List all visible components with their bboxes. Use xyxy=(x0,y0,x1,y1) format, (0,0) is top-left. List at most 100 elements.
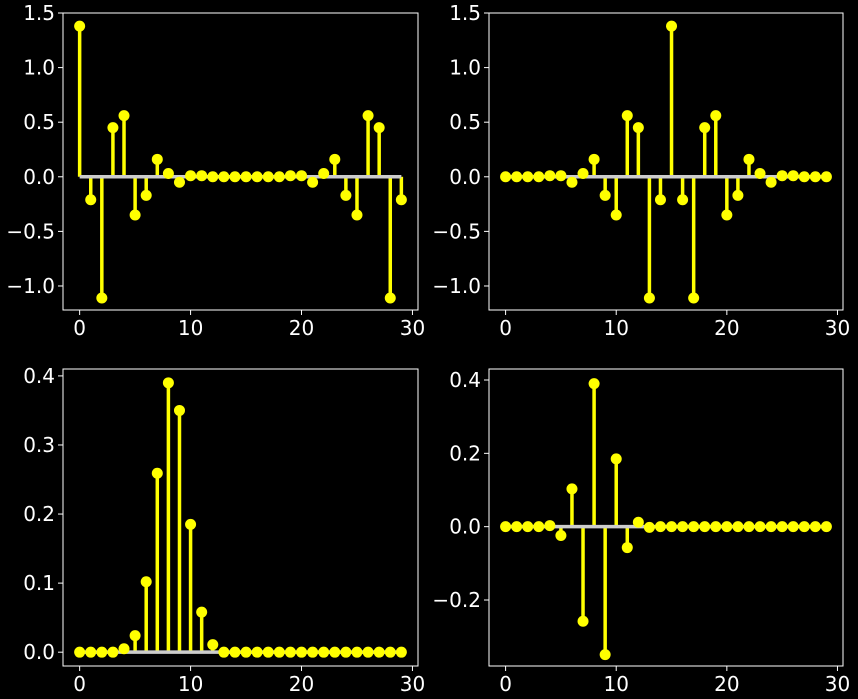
stem-marker xyxy=(107,122,119,134)
stem-marker xyxy=(599,189,611,201)
stem-marker xyxy=(820,521,832,533)
stem-marker xyxy=(666,20,678,32)
stem-marker xyxy=(621,542,633,554)
stem-marker xyxy=(196,606,208,618)
stem-marker xyxy=(765,176,777,188)
stem-marker xyxy=(732,189,744,201)
y-tick-label: 0.3 xyxy=(23,433,55,457)
x-tick-label: 30 xyxy=(825,672,850,696)
stem-marker xyxy=(544,170,556,182)
stem-marker xyxy=(500,171,512,183)
y-tick-label: 1.0 xyxy=(449,56,481,80)
x-tick-label: 20 xyxy=(714,316,739,340)
x-tick-label: 20 xyxy=(289,672,314,696)
y-tick-label: 0.0 xyxy=(449,515,481,539)
stem-marker xyxy=(273,646,285,658)
stem-marker xyxy=(340,189,352,201)
subplot-top-left: 0 10 20 30 −1.0 −0.5 0.0 0.5 1.0 1.5 xyxy=(6,1,425,340)
y-tick-label: 0.0 xyxy=(449,165,481,189)
stem-marker xyxy=(754,521,766,533)
stem-marker xyxy=(721,209,733,221)
stem-marker xyxy=(207,639,219,651)
x-tick-label: 10 xyxy=(603,316,628,340)
stem-marker xyxy=(809,521,821,533)
y-tick-label: 0.5 xyxy=(23,110,55,134)
stem-marker xyxy=(522,521,534,533)
stem-marker xyxy=(511,171,523,183)
stem-marker xyxy=(533,171,545,183)
stem-marker xyxy=(173,404,185,416)
stem-marker xyxy=(218,646,230,658)
stem-marker xyxy=(643,521,655,533)
stem-marker xyxy=(710,110,722,122)
stem-marker xyxy=(85,646,97,658)
plot-area xyxy=(74,20,407,304)
stem-marker xyxy=(710,521,722,533)
stem-marker xyxy=(384,646,396,658)
stem-marker xyxy=(162,377,174,389)
stem-marker xyxy=(555,529,567,541)
stem-marker xyxy=(677,194,689,206)
stem-marker xyxy=(566,176,578,188)
stem-marker xyxy=(666,521,678,533)
plot-area xyxy=(500,378,832,661)
stem-marker xyxy=(599,649,611,661)
stem-marker xyxy=(140,189,152,201)
stem-marker xyxy=(798,171,810,183)
stem-marker xyxy=(776,521,788,533)
stem-marker xyxy=(351,646,363,658)
y-tick-label: 0.1 xyxy=(23,571,55,595)
stem-marker xyxy=(240,171,252,183)
stem-marker xyxy=(688,521,700,533)
stem-marker xyxy=(787,170,799,182)
stem-marker xyxy=(296,170,308,182)
stem-marker xyxy=(643,292,655,304)
stem-marker xyxy=(743,153,755,165)
stem-marker xyxy=(384,292,396,304)
stem-marker xyxy=(129,209,141,221)
x-tick-label: 30 xyxy=(400,672,425,696)
y-tick-label: 1.0 xyxy=(23,56,55,80)
stem-marker xyxy=(577,168,589,180)
stem-marker xyxy=(151,153,163,165)
stem-marker xyxy=(329,646,341,658)
stem-marker xyxy=(85,194,97,206)
x-tick-label: 30 xyxy=(400,316,425,340)
y-tick-label: −1.0 xyxy=(6,274,55,298)
stem-marker xyxy=(251,171,263,183)
y-tick-label: 1.5 xyxy=(23,1,55,25)
stem-marker xyxy=(185,170,197,182)
stem-marker xyxy=(765,521,777,533)
stem-marker xyxy=(500,521,512,533)
stem-marker xyxy=(776,170,788,182)
stem-marker xyxy=(207,171,219,183)
axes-frame xyxy=(62,12,419,311)
stem-marker xyxy=(307,646,319,658)
x-tick-label: 0 xyxy=(499,672,512,696)
stem-marker xyxy=(284,646,296,658)
stem-marker xyxy=(688,292,700,304)
stem-marker xyxy=(329,153,341,165)
stem-marker xyxy=(588,378,600,390)
stem-marker xyxy=(654,521,666,533)
y-tick-label: −0.2 xyxy=(432,588,481,612)
stem-marker xyxy=(251,646,263,658)
stem-marker xyxy=(151,467,163,479)
stem-marker xyxy=(787,521,799,533)
stem-marker xyxy=(373,646,385,658)
stem-marker xyxy=(588,153,600,165)
stem-marker xyxy=(395,194,407,206)
stem-marker xyxy=(340,646,352,658)
y-tick-label: 0.2 xyxy=(23,502,55,526)
stem-marker xyxy=(273,171,285,183)
stem-marker xyxy=(229,646,241,658)
axes-frame xyxy=(488,368,844,667)
subplot-bottom-left: 0 10 20 30 0.0 0.1 0.2 0.3 0.4 xyxy=(23,364,425,696)
stem-marker xyxy=(632,516,644,528)
stem-marker xyxy=(754,168,766,180)
stem-marker xyxy=(118,643,130,655)
y-tick-label: 1.5 xyxy=(449,1,481,25)
stem-marker xyxy=(798,521,810,533)
y-tick-label: 0.0 xyxy=(23,165,55,189)
